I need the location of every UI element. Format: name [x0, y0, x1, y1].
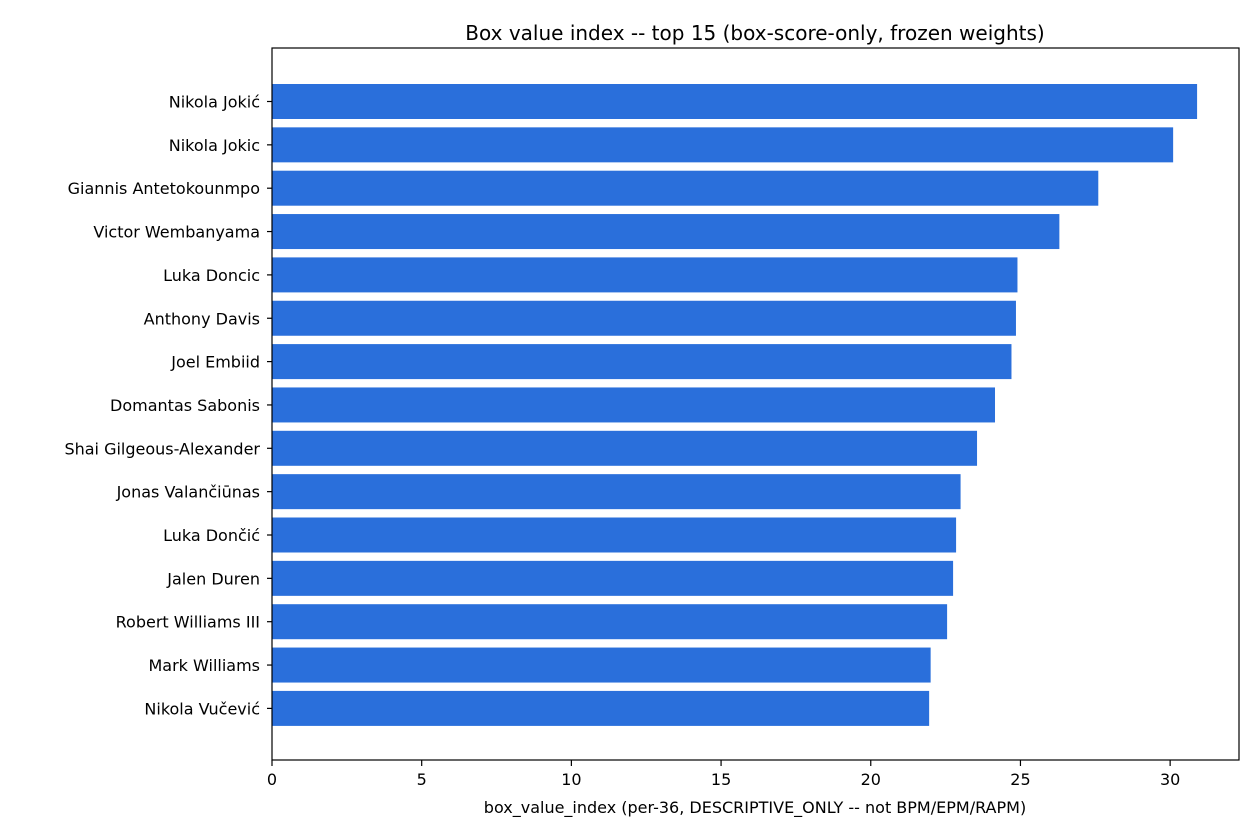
y-tick-label: Giannis Antetokounmpo: [68, 179, 260, 198]
bar: [272, 474, 961, 510]
y-tick-label: Nikola Vučević: [144, 699, 260, 718]
bar: [272, 517, 957, 553]
x-tick-label: 30: [1160, 770, 1180, 789]
bar: [272, 430, 978, 466]
bar: [272, 647, 931, 683]
bar: [272, 560, 954, 596]
bar: [272, 387, 996, 423]
bars-layer: [272, 84, 1198, 726]
bar: [272, 604, 948, 640]
x-tick-label: 0: [267, 770, 277, 789]
y-tick-label: Nikola Jokic: [169, 136, 260, 155]
y-tick-label: Jalen Duren: [166, 569, 260, 588]
x-axis-ticks: 0 5 10 15 20 25 30: [267, 760, 1180, 789]
x-tick-label: 25: [1010, 770, 1030, 789]
y-tick-label: Nikola Jokić: [169, 93, 260, 112]
bar: [272, 214, 1060, 250]
plot-frame: [271, 47, 1240, 761]
y-tick-labels: Nikola Jokić Nikola Jokic Giannis Antetoko…: [64, 93, 272, 718]
x-tick-label: 10: [561, 770, 581, 789]
x-axis-label: box_value_index (per-36, DESCRIPTIVE_ONL…: [484, 798, 1026, 818]
x-tick-label: 20: [861, 770, 881, 789]
y-tick-label: Luka Dončić: [163, 526, 260, 545]
y-tick-label: Luka Doncic: [163, 266, 260, 285]
y-tick-label: Domantas Sabonis: [110, 396, 260, 415]
y-tick-label: Shai Gilgeous-Alexander: [64, 439, 260, 458]
y-tick-label: Victor Wembanyama: [93, 223, 260, 242]
bar: [272, 84, 1198, 119]
x-tick-label: 15: [711, 770, 731, 789]
bar: [272, 344, 1012, 380]
bar: [272, 690, 930, 726]
bar: [272, 300, 1016, 336]
bar: [272, 170, 1099, 206]
x-tick-label: 5: [417, 770, 427, 789]
bar: [272, 257, 1018, 293]
y-tick-label: Jonas Valančiūnas: [116, 483, 260, 502]
y-tick-label: Anthony Davis: [144, 309, 260, 328]
bar: [272, 127, 1174, 163]
y-tick-label: Joel Embiid: [170, 353, 260, 372]
y-tick-label: Mark Williams: [148, 656, 260, 675]
y-tick-label: Robert Williams III: [116, 613, 260, 632]
chart-title: Box value index -- top 15 (box-score-onl…: [465, 21, 1044, 45]
